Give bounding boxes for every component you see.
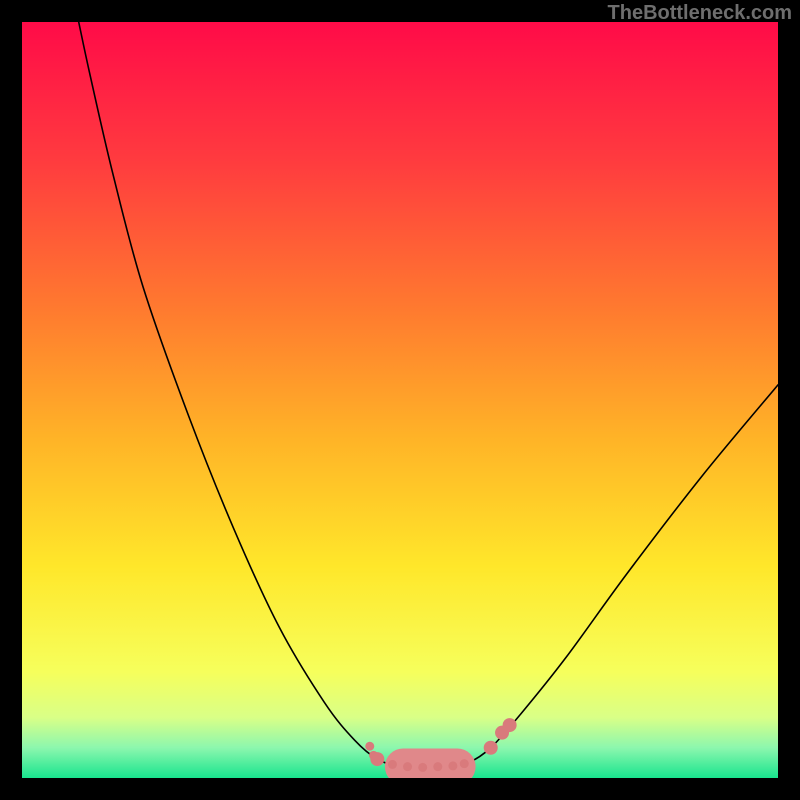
marker-dot bbox=[448, 761, 457, 770]
marker-dot bbox=[460, 759, 469, 768]
marker-dot bbox=[365, 742, 374, 751]
curve-layer bbox=[22, 22, 778, 778]
marker-dot bbox=[433, 762, 442, 771]
marker-dot bbox=[403, 762, 412, 771]
marker-dot bbox=[388, 760, 397, 769]
plot-area bbox=[22, 22, 778, 778]
bottleneck-curve bbox=[79, 22, 778, 768]
chart-frame: TheBottleneck.com bbox=[0, 0, 800, 800]
marker-dot bbox=[418, 763, 427, 772]
watermark-text: TheBottleneck.com bbox=[608, 2, 792, 25]
marker-dot bbox=[370, 752, 384, 766]
marker-dot bbox=[503, 718, 517, 732]
marker-dot bbox=[484, 741, 498, 755]
marker-group bbox=[365, 718, 516, 778]
